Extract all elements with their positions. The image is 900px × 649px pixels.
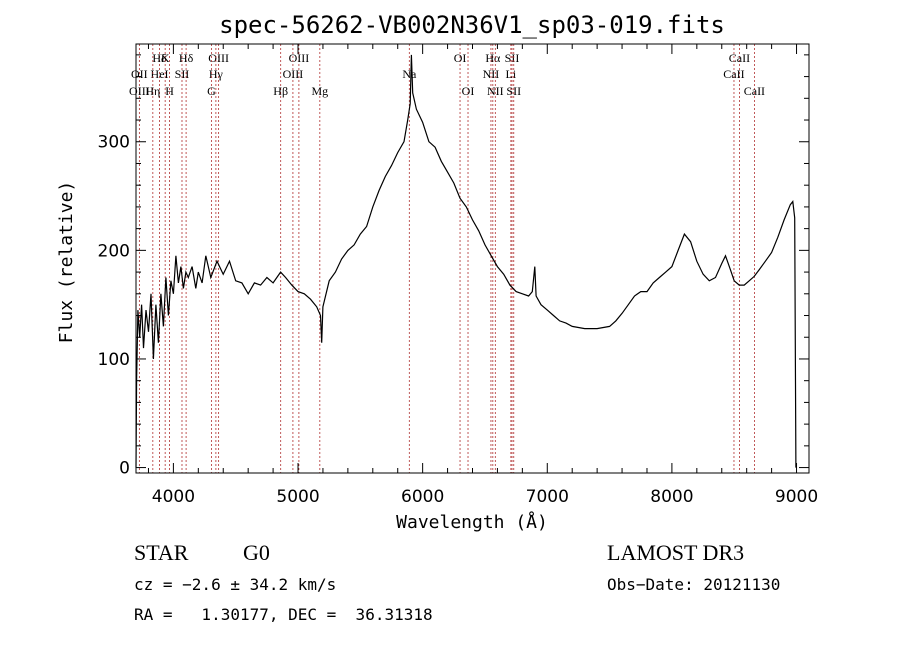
- y-tick-label: 300: [98, 133, 130, 153]
- y-axis-ticks: 0 100 200 300: [98, 54, 809, 479]
- spectral-line-label: OII: [131, 67, 148, 81]
- spectrum-line: [135, 54, 797, 468]
- spectral-line-label: HeI: [151, 67, 169, 81]
- y-tick-label: 200: [98, 241, 130, 261]
- x-tick-label: 9000: [775, 487, 818, 507]
- spectral-line-label: Hβ: [273, 84, 288, 98]
- x-tick-label: 4000: [152, 487, 195, 507]
- spectral-line-label: SII: [175, 67, 190, 81]
- spectral-line-label: NII: [483, 67, 500, 81]
- spectral-line-label: Hγ: [209, 67, 224, 81]
- x-axis-label: Wavelength (Å): [396, 511, 548, 533]
- ra-dec: RA = 1.30177, DEC = 36.31318: [134, 605, 433, 624]
- spectral-line-label: OIII: [208, 51, 229, 65]
- spectral-line-label: CaII: [744, 84, 765, 98]
- y-tick-label: 100: [98, 350, 130, 370]
- spectral-line-label: NII: [487, 84, 504, 98]
- spectral-line-label: Hα: [485, 51, 501, 65]
- spectral-line-label: SII: [505, 51, 520, 65]
- y-tick-label: 0: [119, 459, 130, 479]
- x-tick-label: 6000: [401, 487, 444, 507]
- spectral-line-label: Hδ: [152, 51, 167, 65]
- spectral-line-label: OI: [454, 51, 467, 65]
- survey-name: LAMOST DR3: [607, 540, 744, 565]
- y-axis-label: Flux (relative): [56, 181, 77, 344]
- obs-date: Obs−Date: 20121130: [607, 575, 780, 594]
- spectral-line-label: CaII: [729, 51, 750, 65]
- spectral-line-label: Li: [506, 67, 517, 81]
- spectral-line-label: K: [161, 51, 170, 65]
- object-class: STAR: [134, 540, 189, 565]
- spectral-line-label: OIII: [129, 84, 150, 98]
- spectral-line-label: SII: [506, 84, 521, 98]
- spectral-line-label: Mg: [311, 84, 328, 98]
- spectral-line-label: OIII: [289, 51, 310, 65]
- x-tick-label: 8000: [650, 487, 693, 507]
- chart-title: spec-56262-VB002N36V1_sp03-019.fits: [219, 11, 725, 39]
- spectral-line-label: Na: [402, 67, 417, 81]
- spectral-line-label: H: [165, 84, 174, 98]
- spectral-line-label: OIII: [283, 67, 304, 81]
- spectral-line-label: Hη: [145, 84, 160, 98]
- plot-frame: [135, 43, 810, 474]
- redshift-cz: cz = −2.6 ± 34.2 km/s: [134, 575, 336, 594]
- object-subclass: G0: [243, 540, 270, 565]
- spectral-line-label: Hδ: [179, 51, 194, 65]
- x-tick-label: 7000: [526, 487, 569, 507]
- spectral-line-label: CaII: [723, 67, 744, 81]
- x-tick-label: 5000: [276, 487, 319, 507]
- spectral-line-label: G: [207, 84, 216, 98]
- spectral-line-label: OI: [462, 84, 475, 98]
- x-axis-ticks: 4000 5000 6000 7000 8000 9000: [147, 44, 818, 507]
